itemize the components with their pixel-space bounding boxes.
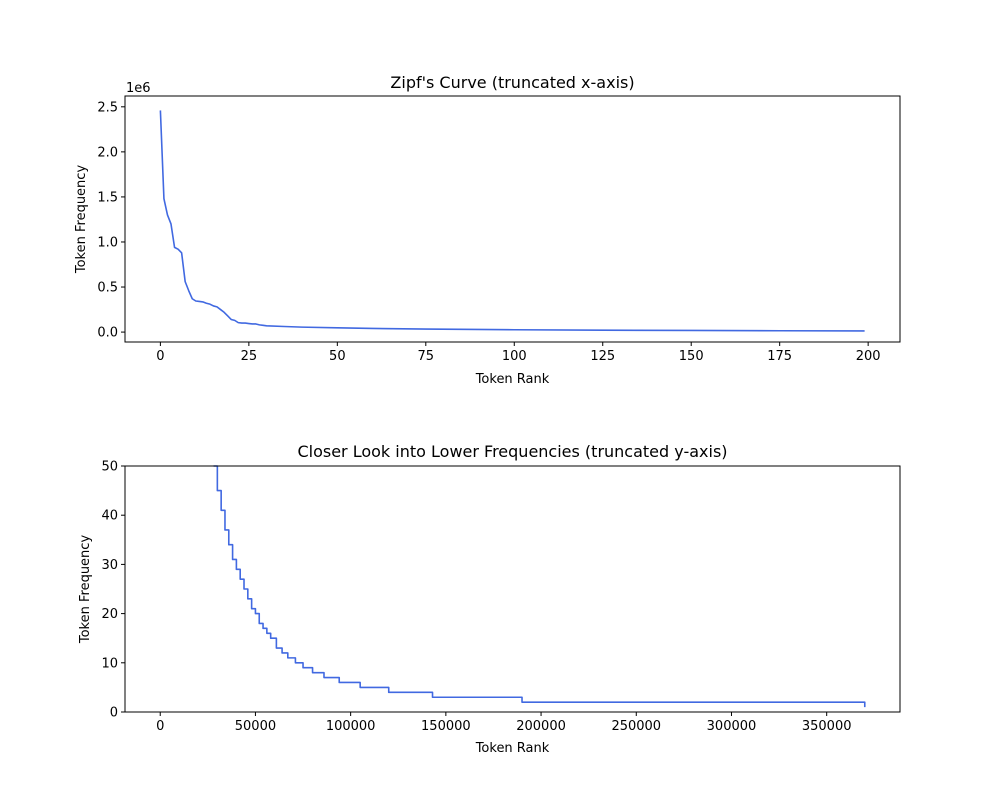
chart-bottom-x-tick-label: 350000	[802, 719, 852, 734]
chart-bottom-ticks: 0 50000 100000 150000 200000 250000 300000 3500…	[101, 460, 851, 735]
chart-bottom-x-tick-label: 200000	[516, 719, 566, 734]
chart-bottom-x-tick-label: 100000	[326, 719, 376, 734]
chart-bottom: Closer Look into Lower Frequencies (trun…	[78, 442, 901, 756]
chart-top-x-tick-label: 200	[856, 349, 881, 364]
chart-top-x-tick-label: 75	[418, 349, 435, 364]
chart-bottom-x-tick-label: 50000	[235, 719, 276, 734]
chart-top: Zipf's Curve (truncated x-axis) Token Ra…	[74, 73, 901, 387]
chart-bottom-x-tick-label: 250000	[611, 719, 661, 734]
chart-top-axes-frame	[124, 95, 901, 343]
chart-top-title: Zipf's Curve (truncated x-axis)	[390, 73, 634, 92]
chart-bottom-series-line	[213, 465, 866, 708]
chart-bottom-x-tick-label: 0	[156, 719, 164, 734]
chart-top-y-tick-label: 2.5	[97, 100, 118, 115]
chart-top-y-offset: 1e6	[126, 81, 151, 96]
chart-bottom-y-tick-label: 0	[110, 706, 118, 721]
chart-top-ylabel: Token Frequency	[74, 165, 89, 275]
chart-bottom-axes-frame	[124, 465, 901, 713]
chart-top-x-tick-label: 100	[502, 349, 527, 364]
chart-top-y-tick-label: 1.5	[97, 190, 118, 205]
chart-bottom-y-tick-label: 20	[101, 607, 118, 622]
chart-top-x-tick-label: 175	[767, 349, 792, 364]
chart-bottom-x-tick-label: 150000	[421, 719, 471, 734]
chart-bottom-xlabel: Token Rank	[475, 741, 550, 756]
chart-top-x-tick-label: 0	[156, 349, 164, 364]
chart-bottom-y-tick-label: 40	[101, 509, 118, 524]
chart-top-y-tick-label: 2.0	[97, 145, 118, 160]
chart-top-x-tick-label: 150	[679, 349, 704, 364]
chart-top-y-tick-label: 0.0	[97, 326, 118, 341]
chart-bottom-y-tick-label: 30	[101, 558, 118, 573]
chart-top-x-tick-label: 125	[590, 349, 615, 364]
chart-top-ticks: 0 25 50 75 100 125 150 175 200 0.0 0.5 1.0 1.5 2.0 2.5	[97, 100, 880, 364]
chart-bottom-ylabel: Token Frequency	[78, 535, 93, 645]
chart-bottom-series	[213, 465, 866, 708]
chart-bottom-x-tick-label: 300000	[707, 719, 757, 734]
chart-top-x-tick-label: 50	[329, 349, 346, 364]
chart-bottom-title: Closer Look into Lower Frequencies (trun…	[297, 442, 727, 461]
chart-top-series	[159, 110, 865, 332]
chart-top-y-tick-label: 0.5	[97, 281, 118, 296]
chart-top-xlabel: Token Rank	[475, 372, 550, 387]
chart-top-x-tick-label: 25	[241, 349, 258, 364]
chart-top-y-tick-label: 1.0	[97, 235, 118, 250]
chart-top-series-line	[159, 110, 865, 332]
chart-bottom-y-tick-label: 10	[101, 656, 118, 671]
chart-bottom-y-tick-label: 50	[101, 460, 118, 475]
